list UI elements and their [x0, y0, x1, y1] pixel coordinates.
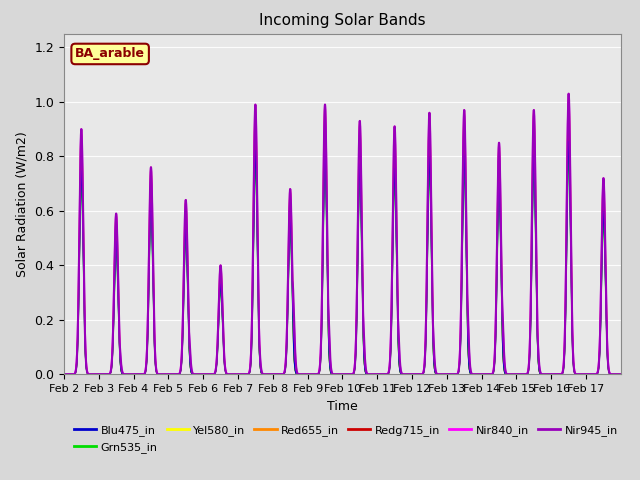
Line: Nir840_in: Nir840_in	[64, 94, 621, 374]
Y-axis label: Solar Radiation (W/m2): Solar Radiation (W/m2)	[16, 131, 29, 277]
Line: Red655_in: Red655_in	[64, 99, 621, 374]
Line: Nir945_in: Nir945_in	[64, 94, 621, 374]
Legend: Blu475_in, Grn535_in, Yel580_in, Red655_in, Redg715_in, Nir840_in, Nir945_in: Blu475_in, Grn535_in, Yel580_in, Red655_…	[70, 421, 622, 457]
Text: BA_arable: BA_arable	[75, 48, 145, 60]
X-axis label: Time: Time	[327, 400, 358, 413]
Line: Redg715_in: Redg715_in	[64, 127, 621, 374]
Title: Incoming Solar Bands: Incoming Solar Bands	[259, 13, 426, 28]
Line: Yel580_in: Yel580_in	[64, 94, 621, 374]
Line: Grn535_in: Grn535_in	[64, 156, 621, 374]
Line: Blu475_in: Blu475_in	[64, 142, 621, 374]
